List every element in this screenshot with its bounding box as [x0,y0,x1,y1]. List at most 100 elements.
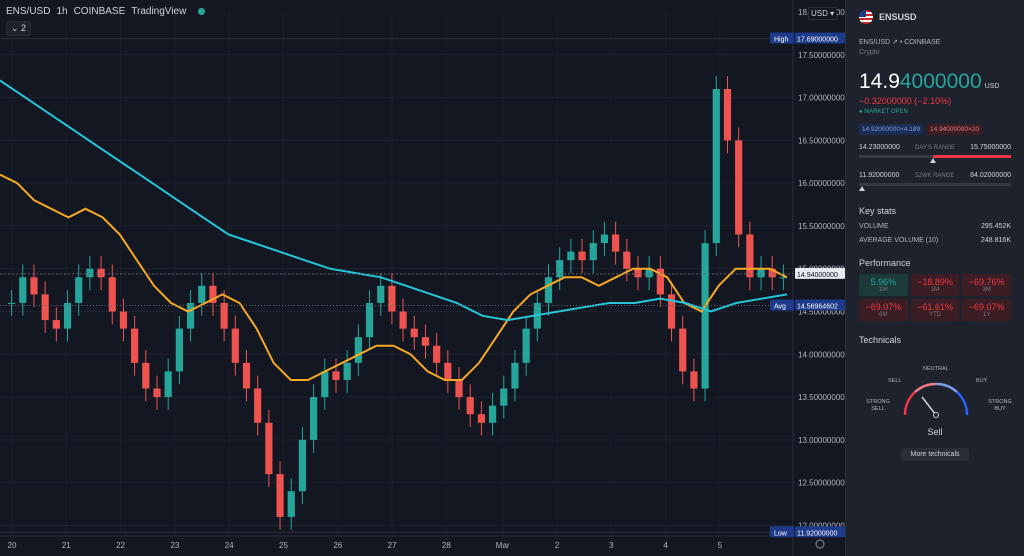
candle-body [254,388,262,423]
candle-body [600,234,609,244]
x-tick-label: 26 [333,541,342,550]
candle-body [142,362,150,389]
52wk-range-low: 11.92000000 [859,172,900,179]
pair-exchange[interactable]: ENS/USD ↗ • COINBASE [859,39,941,46]
more-technicals-button[interactable]: More technicals [901,448,969,461]
symbol-title[interactable]: ENSUSD [879,12,917,22]
legend-exchange: COINBASE [73,6,126,17]
moving-average-line [0,79,788,322]
candle-body [131,328,139,363]
x-tick-label: 20 [8,541,17,550]
gauge-sell-label: SELL [888,378,902,384]
y-tick-label: 13.00000000 [798,436,845,445]
perf-period: 1Y [982,312,991,318]
candle-body [589,243,597,261]
52wk-range-marker-icon [859,186,866,191]
candle-body [410,328,418,338]
perf-period: YTD [928,312,941,318]
y-tick-label: 14.50000000 [798,308,845,317]
candle-body [153,388,161,398]
candle-body [768,268,776,278]
technicals-gauge[interactable]: NEUTRAL SELL BUY STRONG SELL STRONG BUY … [859,349,1012,441]
candle-body [679,328,687,372]
perf-cell[interactable]: −61.61% YTD [910,299,960,321]
candle-body [612,234,620,252]
candle-body [377,285,385,303]
candle-body [276,474,284,517]
perf-cell[interactable]: −69.76% 3M [962,274,1011,296]
candle-body [108,277,116,312]
avg-tag-value-bg [795,299,845,311]
price-chart[interactable]: 17.50000000 17.00000000 16.50000000 16.0000… [0,0,845,556]
candle-body [623,251,631,269]
candle-body [388,285,396,312]
y-tick-label: 12.50000000 [798,479,845,488]
perf-cell[interactable]: −69.07% 1Y [962,299,1011,321]
candle-body [757,268,765,278]
candle-body [97,268,105,278]
x-tick-label: 4 [663,541,668,550]
x-tick-label: 5 [718,541,723,550]
perf-value: −69.07% [865,302,902,312]
perf-period: 1M [930,287,940,293]
low-tag-value-bg [795,526,845,538]
legend-interval[interactable]: 1h [56,6,68,17]
high-tag-value: 17.69000000 [797,37,838,44]
y-tick-label: 16.50000000 [798,136,845,145]
bid-chip: 14.92000000×4.189 [859,124,924,135]
perf-cell[interactable]: −69.07% 6M [859,299,908,321]
candle-body [332,371,340,380]
y-tick-label: 16.00000000 [798,179,845,188]
chart-area[interactable]: 17.50000000 17.00000000 16.50000000 16.0000… [0,0,845,556]
candle-body [556,260,564,278]
candle-body [735,140,743,235]
candle-body [399,311,407,329]
candle-body [667,294,676,329]
perf-cell[interactable]: 5.96% 1W [859,274,908,296]
x-tick-label: 2 [555,541,560,550]
candle-body [52,320,60,329]
gauge-svg [903,382,969,418]
last-tag-value: 14.94000000 [797,272,838,279]
last-price: 14.94000000 USD [859,70,1011,94]
avg-volume-label: AVERAGE VOLUME (10) [859,237,939,244]
volume-value: 295.452K [981,223,1011,230]
legend-symbol[interactable]: ENS/USD [6,6,51,17]
candle-body [567,251,575,261]
gauge-strong-buy-label: STRONG BUY [988,399,1012,412]
candle-body [477,414,485,423]
perf-value: −18.89% [917,277,953,287]
52wk-range-label: 52WK RANGE [915,172,955,179]
candle-body [287,491,295,517]
candle-body [298,439,307,492]
perf-cell[interactable]: −18.89% 1M [910,274,960,296]
avg-tag-label: Avg [774,304,786,311]
legend-collapse-button[interactable]: ⌄ 2 [6,21,32,36]
perf-period: 6M [879,312,888,318]
low-tag-label-bg [770,526,794,538]
candle-body [746,234,754,278]
candle-body [354,337,362,363]
market-status: ● MARKET OPEN [859,109,908,115]
candle-body [119,311,128,329]
x-tick-label: 21 [62,541,71,550]
candle-body [701,243,709,389]
day-range-label: DAY'S RANGE [914,144,956,151]
candle-body [723,89,732,141]
gauge-strong-sell-label: STRONG SELL [866,399,890,412]
candle-body [265,422,273,475]
perf-period: 1W [878,287,888,293]
candle-body [231,328,239,363]
day-range-bar [859,155,1011,163]
y-tick-label: 17.00000000 [798,94,845,103]
candle-body [343,362,351,380]
currency-selector[interactable]: USD ▾ [808,7,838,20]
key-stats-title: Key stats [859,206,897,216]
high-tag-value-bg [795,32,845,44]
settings-gear-icon[interactable] [815,539,825,549]
ask-chip: 14.94000000×20 [927,124,983,135]
candle-body [63,302,72,329]
perf-value: −69.07% [968,302,1005,312]
avg-tag-value: 14.56964602 [797,304,838,311]
x-tick-label: 3 [609,541,614,550]
